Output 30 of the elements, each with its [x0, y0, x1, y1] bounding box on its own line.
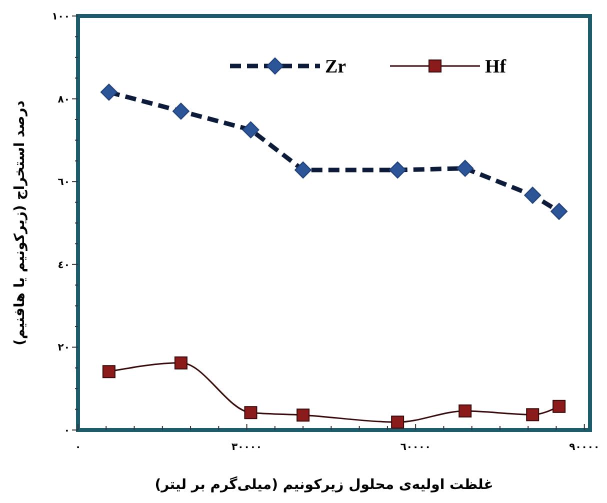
point	[526, 408, 540, 422]
point	[244, 406, 258, 420]
x-tick-label: ٩٠٠٠٠	[569, 442, 600, 453]
point	[174, 356, 188, 370]
y-tick-label: ٤٠	[58, 260, 70, 271]
y-axis-title: درصد استخراج (زیرکونیم یا هافنیم)	[12, 100, 28, 346]
y-tick-label: ٠	[64, 426, 70, 436]
point	[552, 400, 566, 413]
point	[100, 84, 118, 101]
point	[242, 121, 260, 138]
point	[391, 416, 404, 429]
point	[296, 408, 310, 422]
legend-label: Zr	[325, 56, 347, 78]
point	[172, 102, 190, 120]
legend-label: Hf	[485, 56, 507, 78]
y-tick-label: ٨٠	[58, 94, 70, 106]
point	[550, 202, 568, 220]
point	[456, 160, 474, 177]
point	[102, 365, 116, 378]
x-tick-label: ٦٠٠٠٠	[400, 442, 431, 453]
x-tick-label: ٣٠٠٠٠	[232, 442, 262, 453]
point	[294, 162, 312, 179]
point	[389, 162, 406, 179]
x-tick-label: ٠	[74, 442, 82, 453]
y-tick-label: ٢٠	[58, 342, 70, 354]
point	[458, 404, 472, 418]
point	[524, 186, 542, 204]
x-axis-title: غلظت اولیه‌ی محلول زیرکونیم (میلی‌گرم بر لیتر)	[154, 476, 494, 493]
y-tick-label: ١٠٠	[52, 12, 70, 22]
y-tick-label: ٦٠	[58, 177, 70, 188]
